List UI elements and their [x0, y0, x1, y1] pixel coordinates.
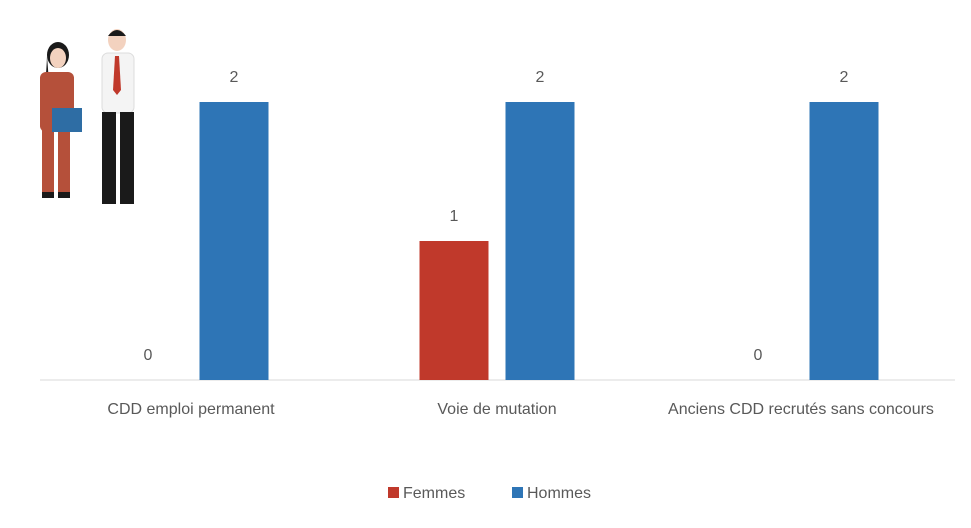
- data-label: 1: [450, 208, 459, 225]
- x-tick-label: Voie de mutation: [437, 401, 557, 418]
- legend-swatch: [388, 487, 399, 498]
- data-label: 0: [144, 347, 153, 364]
- bar: [809, 102, 879, 380]
- data-label: 2: [536, 69, 545, 86]
- data-label: 2: [840, 69, 849, 86]
- bar: [505, 102, 575, 380]
- x-tick-label: Anciens CDD recrutés sans concours: [668, 401, 934, 418]
- bar: [199, 102, 269, 380]
- legend-swatch: [512, 487, 523, 498]
- legend-label: Hommes: [527, 485, 591, 502]
- data-label: 2: [230, 69, 239, 86]
- x-tick-label: CDD emploi permanent: [107, 401, 275, 418]
- bar: [419, 241, 489, 380]
- legend-label: Femmes: [403, 485, 465, 502]
- illustration: [40, 29, 135, 204]
- data-label: 0: [754, 347, 763, 364]
